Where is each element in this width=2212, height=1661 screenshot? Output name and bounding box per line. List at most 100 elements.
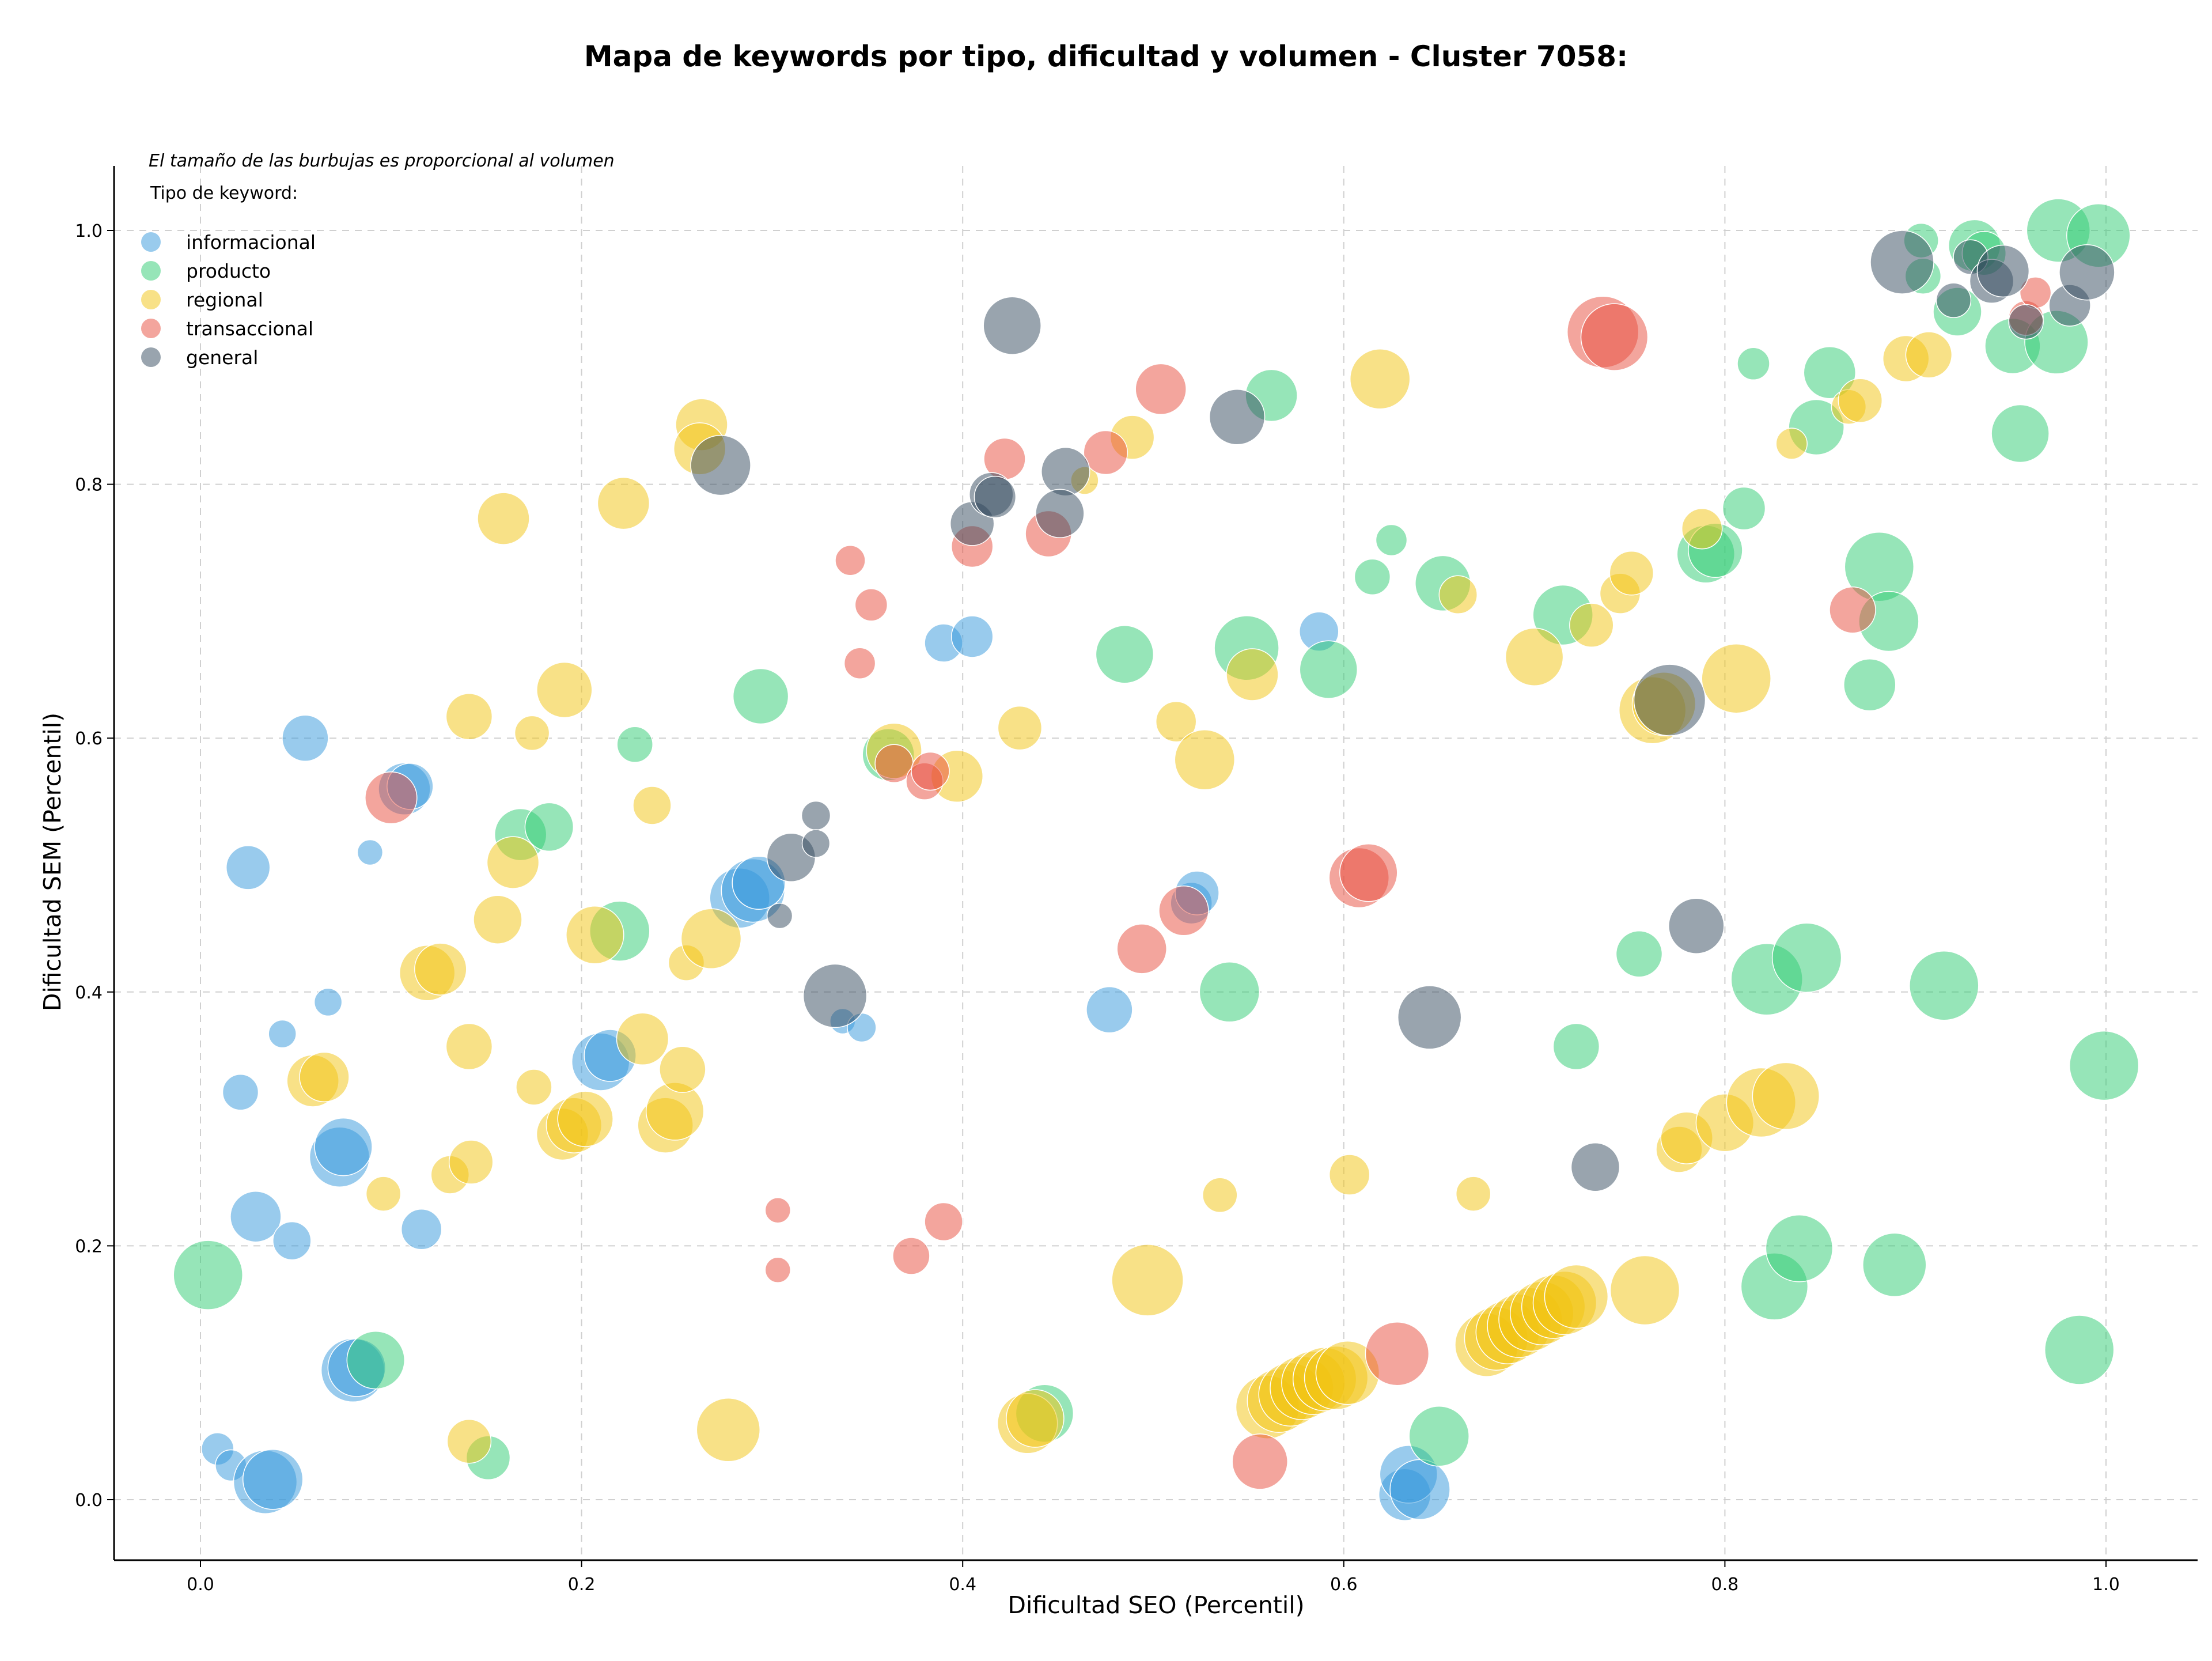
y-tick-label: 0.2 (75, 1236, 103, 1257)
bubble-general-13 (1397, 985, 1462, 1050)
legend-label-producto: producto (186, 260, 271, 282)
bubble-regional-38 (1111, 1244, 1184, 1316)
bubble-general-9 (983, 296, 1041, 355)
x-tick-label: 0.8 (1711, 1575, 1739, 1595)
bubble-regional-64 (1505, 627, 1564, 686)
y-tick-label: 1.0 (75, 221, 103, 241)
y-tick-label: 0.0 (75, 1490, 103, 1511)
bubble-regional-10 (477, 492, 530, 545)
bubble-informacional-2 (357, 839, 384, 866)
bubble-transaccional-5 (843, 647, 876, 679)
bubble-informacional-5 (222, 1074, 259, 1111)
bubble-transaccional-14 (1083, 430, 1128, 475)
bubble-regional-78 (1775, 427, 1808, 460)
size-note: El tamaño de las burbujas es proporciona… (149, 151, 615, 171)
bubble-regional-65 (1569, 603, 1614, 648)
bubble-regional-14 (516, 1069, 552, 1106)
bubble-producto-27 (1771, 922, 1842, 993)
bubble-regional-20 (597, 476, 650, 530)
legend-marker-transaccional (141, 319, 161, 338)
bubble-regional-21 (616, 1012, 669, 1066)
bubble-general-15 (1633, 664, 1706, 736)
bubble-informacional-7 (272, 1221, 312, 1261)
x-tick-label: 1.0 (2092, 1575, 2120, 1595)
bubble-regional-68 (1609, 1255, 1680, 1326)
chart-title: Mapa de keywords por tipo, dificultad y … (584, 40, 1628, 73)
legend-title: Tipo de keyword: (150, 183, 298, 203)
bubble-regional-42 (1226, 648, 1279, 701)
bubble-general-5 (802, 963, 868, 1028)
bubble-producto-20 (1552, 1023, 1600, 1070)
bubble-transaccional-0 (365, 771, 418, 824)
legend-marker-producto (141, 261, 161, 281)
legend-marker-informacional (141, 232, 161, 252)
bubble-producto-24 (1722, 486, 1766, 531)
bubble-general-16 (1668, 898, 1725, 954)
bubble-general-21 (1976, 244, 2030, 298)
bubble-producto-6 (616, 726, 653, 763)
bubble-producto-25 (1737, 347, 1770, 381)
bubble-regional-19 (566, 905, 624, 964)
bubble-transaccional-20 (1365, 1321, 1430, 1386)
y-tick-label: 0.6 (75, 729, 103, 749)
bubble-regional-22 (632, 786, 672, 825)
bubble-producto-48 (2044, 1315, 2115, 1385)
legend-label-informacional: informacional (186, 231, 316, 253)
x-ticks: 0.0 0.2 0.4 0.6 0.8 1.0 (187, 1560, 2120, 1595)
legend-marker-regional (141, 290, 161, 309)
bubble-regional-41 (1202, 1177, 1238, 1213)
bubble-producto-14 (1299, 640, 1358, 699)
bubble-regional-82 (1905, 331, 1953, 379)
legend-marker-general (141, 347, 161, 367)
y-axis-label: Dificultad SEM (Percentil) (39, 713, 66, 1011)
legend: El tamaño de las burbujas es proporciona… (141, 151, 615, 369)
bubble-regional-39 (1155, 701, 1197, 743)
bubble-regional-29 (680, 908, 742, 970)
bubble-transaccional-23 (1580, 303, 1649, 371)
bubble-producto-32 (1843, 658, 1896, 712)
bubble-regional-80 (1838, 378, 1883, 423)
bubble-transaccional-19 (1339, 843, 1398, 902)
bubble-regional-63 (1544, 1264, 1609, 1329)
bubble-transaccional-10 (924, 1202, 963, 1242)
bubble-regional-8 (448, 1140, 494, 1185)
bubble-regional-15 (536, 661, 593, 718)
bubble-regional-44 (1349, 349, 1411, 410)
bubble-regional-13 (514, 715, 550, 751)
bubble-informacional-10 (400, 1209, 442, 1250)
bubble-producto-1 (346, 1330, 406, 1390)
bubble-transaccional-21 (1232, 1433, 1288, 1490)
bubble-transaccional-24 (1829, 586, 1876, 634)
bubble-informacional-6 (230, 1190, 282, 1243)
bubble-regional-43 (1328, 1154, 1370, 1195)
bubble-general-14 (1570, 1142, 1620, 1192)
bubble-regional-46 (1455, 1176, 1491, 1212)
bubble-producto-16 (1375, 524, 1408, 557)
bubble-regional-33 (997, 705, 1043, 751)
bubble-regional-67 (1609, 551, 1654, 596)
bubble-transaccional-17 (1158, 886, 1209, 936)
bubble-regional-35 (1006, 1389, 1065, 1448)
bubble-transaccional-7 (892, 1237, 930, 1275)
bubble-general-17 (1870, 230, 1934, 294)
x-tick-label: 0.4 (949, 1575, 976, 1595)
bubble-producto-18 (1408, 1406, 1469, 1467)
bubble-informacional-9 (314, 1117, 373, 1176)
bubble-producto-47 (2069, 1030, 2139, 1101)
bubble-transaccional-9 (911, 751, 950, 791)
bubble-regional-9 (446, 1418, 492, 1464)
bubble-producto-29 (1765, 1214, 1834, 1282)
bubbles-layer (173, 198, 2139, 1521)
bubble-regional-75 (1701, 643, 1771, 714)
bubble-general-18 (1936, 282, 1972, 318)
x-tick-label: 0.6 (1330, 1575, 1358, 1595)
legend-label-general: general (186, 346, 258, 369)
bubble-transaccional-3 (835, 545, 866, 576)
bubble-producto-35 (1862, 1232, 1927, 1297)
bubble-general-24 (2059, 244, 2115, 301)
bubble-informacional-27 (950, 615, 994, 658)
bubble-general-10 (1041, 447, 1090, 497)
bubble-informacional-1 (225, 845, 271, 890)
bubble-regional-12 (486, 836, 540, 889)
